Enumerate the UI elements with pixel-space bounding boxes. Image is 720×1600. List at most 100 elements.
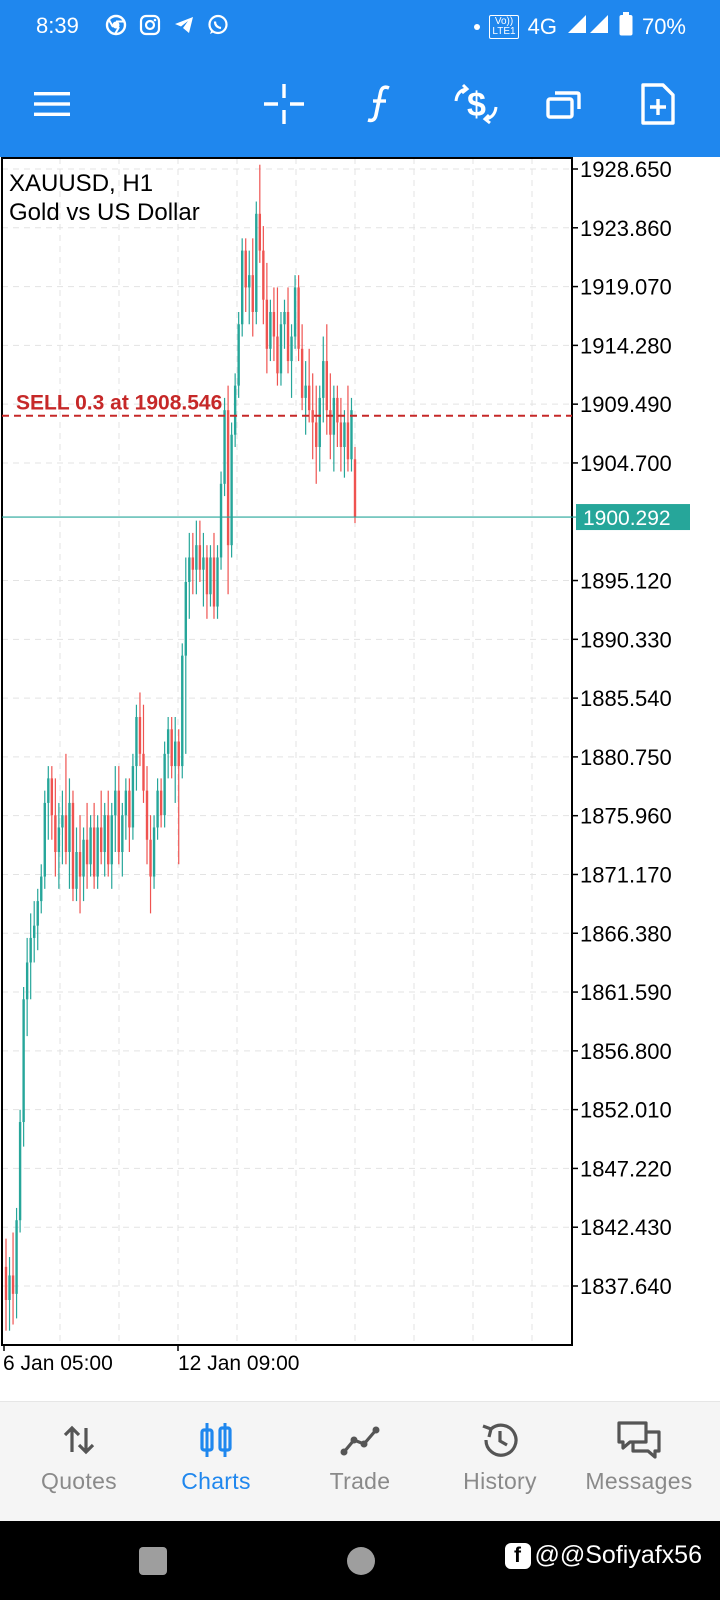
candle <box>269 299 272 362</box>
candle <box>258 164 262 263</box>
candle-body <box>114 790 117 816</box>
candle-body <box>89 827 92 865</box>
whatsapp-icon <box>206 13 230 37</box>
candle-body <box>40 876 43 902</box>
current-price-badge <box>576 504 690 531</box>
price-tick-label: 1871.170 <box>580 862 672 887</box>
tab-trade[interactable]: Trade <box>290 1402 430 1522</box>
tab-label: Messages <box>585 1468 693 1494</box>
symbol-description: Gold vs US Dollar <box>9 199 200 226</box>
tab-charts[interactable]: Charts <box>146 1402 286 1522</box>
candle <box>353 446 357 524</box>
crosshair-icon[interactable] <box>258 78 310 130</box>
candle-body <box>138 717 142 754</box>
recents-icon[interactable] <box>139 1547 167 1575</box>
candle <box>61 790 64 865</box>
candle-body <box>166 729 170 754</box>
candle-body <box>286 311 290 362</box>
candle <box>57 802 61 889</box>
volte-icon: Vo)) LTE1 <box>489 15 519 39</box>
candle <box>307 348 311 423</box>
price-tick-label: 1885.540 <box>580 686 672 711</box>
candle <box>332 385 336 472</box>
candle-body <box>177 741 180 767</box>
candle <box>174 717 177 803</box>
tab-messages[interactable]: Messages <box>569 1402 709 1522</box>
tab-label: Trade <box>329 1468 391 1494</box>
candle <box>99 790 103 865</box>
candle-body <box>350 410 353 460</box>
system-nav-bar: f @@Sofiyafx56 <box>0 1521 720 1600</box>
candle <box>209 545 212 607</box>
candle-body <box>8 1275 11 1300</box>
candle <box>89 815 92 877</box>
candle <box>191 532 195 595</box>
price-tick-label: 1923.860 <box>580 216 672 241</box>
candle-body <box>346 422 350 460</box>
candle-body <box>117 790 121 853</box>
candle <box>198 520 202 582</box>
candle-body <box>255 213 258 312</box>
candle-body <box>36 901 39 926</box>
candle <box>339 397 343 472</box>
candle-body <box>33 925 36 938</box>
candle <box>33 901 36 963</box>
candle-body <box>142 753 145 791</box>
candle <box>43 790 46 889</box>
candle <box>290 324 293 398</box>
candle <box>92 802 96 889</box>
candle <box>64 753 68 865</box>
function-icon[interactable] <box>354 78 406 130</box>
battery-level: 70% <box>641 14 686 39</box>
candle <box>219 471 223 570</box>
price-tick-label: 1895.120 <box>580 569 672 594</box>
price-tick-label: 1861.590 <box>580 980 672 1005</box>
candle <box>110 802 113 889</box>
history-icon <box>480 1420 520 1460</box>
candle-body <box>124 790 128 816</box>
candle-body <box>184 581 187 656</box>
candle-body <box>131 766 135 828</box>
price-chart[interactable]: 1928.650 1923.860 1919.070 1914.280 1909.490… <box>0 157 720 1401</box>
network-type: 4G <box>527 14 557 39</box>
candle <box>131 753 135 840</box>
candle <box>251 238 254 337</box>
candle-body <box>240 250 244 325</box>
candle <box>188 532 191 619</box>
chart-area[interactable]: 1928.650 1923.860 1919.070 1914.280 1909.490… <box>0 157 720 1401</box>
candle-body <box>15 1220 18 1294</box>
status-time: 8:39 <box>36 13 79 38</box>
candle <box>121 802 124 877</box>
candle-body <box>262 250 265 300</box>
home-icon[interactable] <box>347 1547 375 1575</box>
candle-body <box>159 790 163 816</box>
dot-icon <box>474 24 481 30</box>
instagram-icon <box>138 13 162 37</box>
candle-body <box>311 410 314 423</box>
window-icon[interactable] <box>538 78 590 130</box>
candle-body <box>300 348 304 398</box>
tab-history[interactable]: History <box>430 1402 570 1522</box>
price-tick-label: 1875.960 <box>580 804 672 829</box>
candle-body <box>163 753 166 816</box>
candle-body <box>202 557 205 570</box>
candle-body <box>57 827 61 853</box>
candle <box>163 741 166 828</box>
candle-body <box>307 385 311 411</box>
volte-line2: LTE1 <box>492 26 516 37</box>
menu-icon[interactable] <box>26 78 78 130</box>
new-order-icon[interactable] <box>632 78 684 130</box>
candle-body <box>343 422 346 447</box>
candle-body <box>198 545 202 570</box>
candle-body <box>223 410 226 484</box>
candle <box>262 226 265 325</box>
candle <box>50 766 54 840</box>
one-click-trade-icon[interactable]: $ <box>450 78 502 130</box>
candle-body <box>4 1266 8 1300</box>
candle <box>293 275 297 349</box>
svg-text:$: $ <box>467 86 486 124</box>
candle <box>117 766 121 865</box>
candle <box>202 532 205 607</box>
tab-quotes[interactable]: Quotes <box>9 1402 149 1522</box>
price-tick-label: 1837.640 <box>580 1274 672 1299</box>
